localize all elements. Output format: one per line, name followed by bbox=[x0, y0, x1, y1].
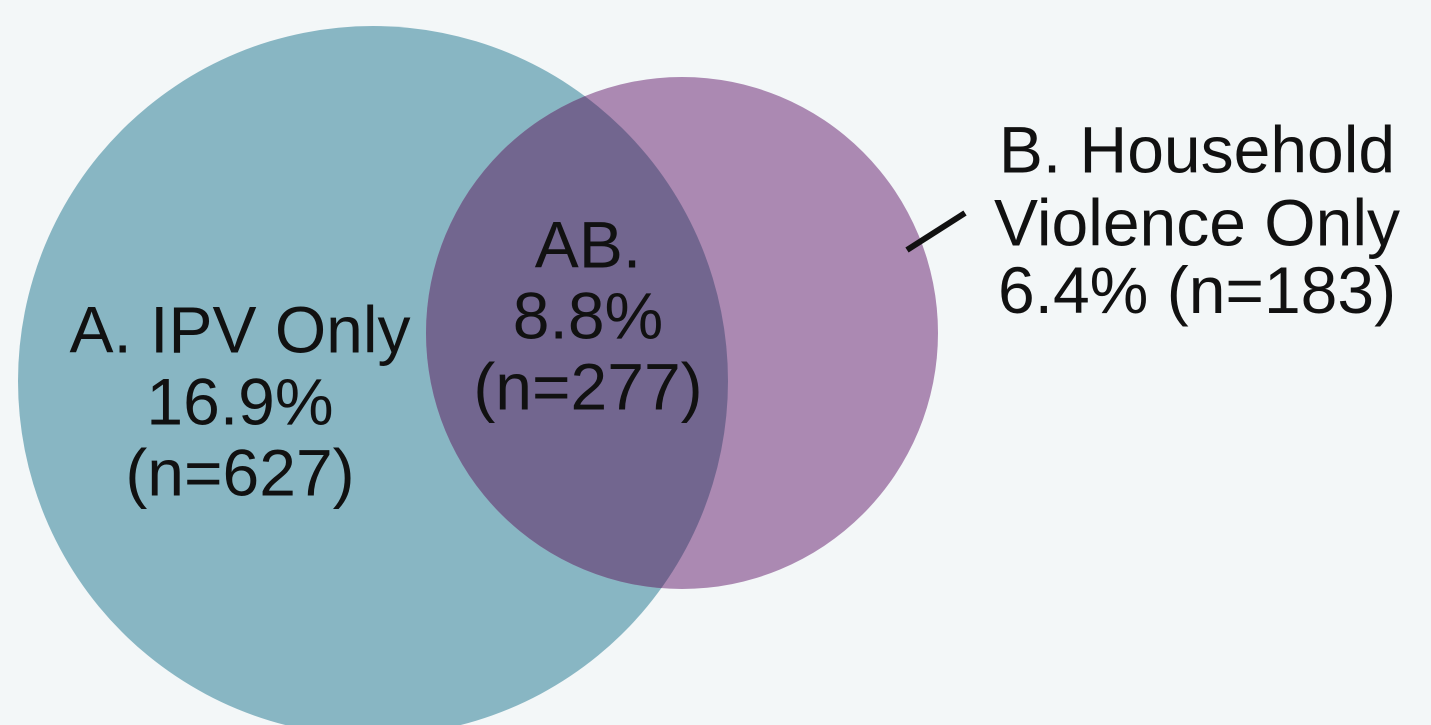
value-count-label: 6.4% (n=183) bbox=[998, 253, 1396, 327]
region-label: A. IPV Only bbox=[69, 292, 410, 366]
count-label: (n=627) bbox=[125, 435, 354, 509]
region-label: AB. bbox=[535, 207, 641, 281]
count-label: (n=183) bbox=[1167, 253, 1396, 327]
count-label: (n=277) bbox=[473, 349, 702, 423]
region-label: Violence Only bbox=[994, 185, 1400, 259]
region-label: B. Household bbox=[999, 112, 1395, 186]
value-label: 8.8% bbox=[513, 278, 663, 352]
leader-line bbox=[905, 210, 967, 253]
value-label: 6.4% bbox=[998, 253, 1148, 327]
overlap bbox=[426, 77, 728, 589]
value-label: 16.9% bbox=[146, 364, 333, 438]
